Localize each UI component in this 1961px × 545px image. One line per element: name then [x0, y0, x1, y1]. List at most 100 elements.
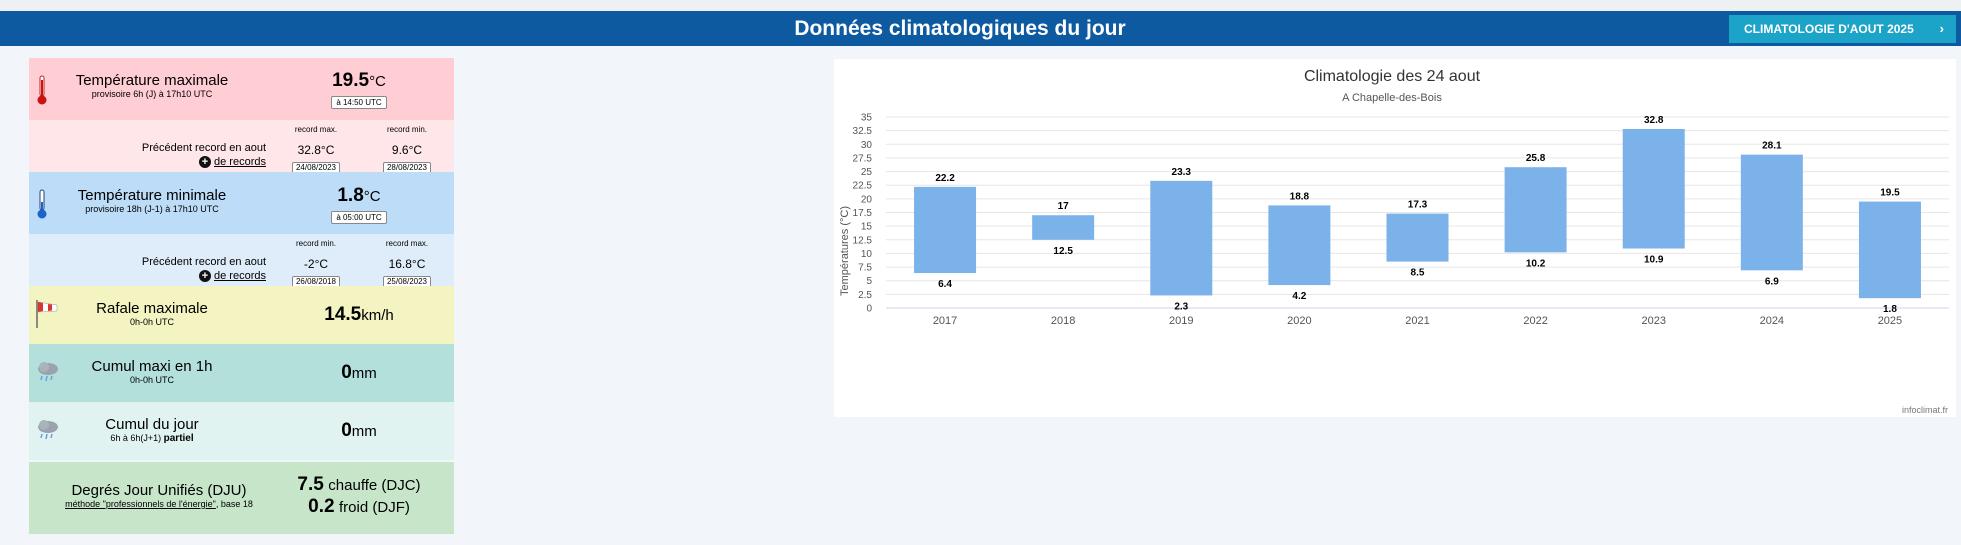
tmax-records-row: Précédent record en aout + de records re…: [29, 120, 454, 175]
tmax-row: Température maximale provisoire 6h (J) à…: [29, 58, 454, 120]
bar-high-label: 18.8: [1290, 191, 1310, 202]
chart-title: Climatologie des 24 aout: [1304, 68, 1481, 85]
rain-day-subtitle: 6h à 6h(J+1): [110, 433, 162, 443]
tmax-more-records-link[interactable]: + de records: [142, 156, 266, 168]
bar-high-label: 32.8: [1644, 115, 1664, 126]
tmax-label: Température maximale provisoire 6h (J) à…: [59, 72, 245, 99]
tmax-record-max: record max. 32.8°C 24/08/2023: [286, 125, 346, 175]
climatology-chart: Climatologie des 24 aout A Chapelle-des-…: [839, 68, 1949, 415]
bar-low-label: 6.9: [1765, 276, 1779, 287]
bar-low-label: 6.4: [938, 279, 952, 290]
rain-day-value-block: 0mm: [299, 420, 419, 442]
bar-low-label: 8.5: [1411, 268, 1425, 279]
bar-low-label: 10.9: [1644, 255, 1664, 266]
tmax-title: Température maximale: [75, 72, 229, 89]
tmax-record-min-head: record min.: [386, 125, 427, 134]
tmin-more-records-link[interactable]: + de records: [142, 270, 266, 282]
tmax-records-label-block: Précédent record en aout + de records: [142, 142, 266, 168]
plus-circle-icon: +: [199, 270, 212, 282]
rain-hour-title: Cumul maxi en 1h: [91, 358, 213, 375]
tmin-record-max-value: 16.8°C: [388, 257, 426, 271]
header-bar: Données climatologiques du jour CLIMATOL…: [0, 11, 1961, 46]
range-bar: [1268, 205, 1331, 286]
dju-method-link[interactable]: méthode "professionnels de l'énergie": [65, 499, 216, 509]
rain-day-unit: mm: [351, 423, 377, 440]
thermometer-cold-icon: [35, 188, 49, 225]
wind-title: Rafale maximale: [96, 300, 208, 317]
tmin-records-row: Précédent record en aout + de records re…: [29, 234, 454, 289]
tmax-value: 19.5: [332, 70, 370, 91]
bar-high-label: 19.5: [1880, 188, 1900, 199]
y-tick-label: 27.5: [853, 153, 873, 164]
range-bar: [1622, 129, 1685, 249]
wind-value-block: 14.5km/h: [299, 304, 419, 326]
dju-row: Degrés Jour Unifiés (DJU) méthode "profe…: [29, 462, 454, 534]
chart-credits[interactable]: infoclimat.fr: [1902, 405, 1948, 415]
y-tick-label: 5: [866, 276, 872, 287]
tmin-more-records-text: de records: [214, 270, 266, 282]
bar-high-label: 23.3: [1172, 167, 1192, 178]
x-tick-label: 2018: [1051, 315, 1075, 327]
rain-day-value: 0: [341, 420, 352, 441]
tmax-records-label: Précédent record en aout: [141, 142, 266, 154]
range-bar: [1504, 167, 1567, 253]
chart-subtitle: A Chapelle-des-Bois: [1342, 92, 1442, 104]
tmin-record-max: record max. 16.8°C 25/08/2023: [377, 239, 437, 289]
tmin-time: à 05:00 UTC: [331, 211, 387, 224]
x-tick-label: 2022: [1523, 315, 1547, 327]
chevron-right-icon: ›: [1939, 21, 1944, 36]
tmax-record-max-head: record max.: [294, 125, 338, 134]
rain-day-label: Cumul du jour 6h à 6h(J+1) partiel: [59, 416, 245, 444]
monthly-climatology-button[interactable]: CLIMATOLOGIE D'AOUT 2025 ›: [1729, 15, 1956, 43]
rain-cloud-icon: [35, 360, 61, 389]
bar-low-label: 10.2: [1526, 258, 1546, 269]
y-tick-label: 35: [861, 113, 873, 124]
rain-hour-value: 0: [341, 362, 352, 383]
bar-high-label: 17.3: [1408, 200, 1428, 211]
y-tick-label: 10: [861, 249, 873, 260]
x-tick-label: 2023: [1641, 315, 1665, 327]
rain-cloud-icon: [35, 418, 61, 447]
range-bar: [1858, 201, 1921, 299]
dju-values: 7.5 chauffe (DJC) 0.2 froid (DJF): [289, 474, 429, 518]
x-tick-label: 2025: [1878, 315, 1902, 327]
rain-hour-unit: mm: [351, 365, 377, 382]
range-bar: [914, 186, 977, 274]
x-tick-label: 2021: [1405, 315, 1429, 327]
bar-high-label: 25.8: [1526, 153, 1546, 164]
tmin-title: Température minimale: [77, 187, 227, 204]
tmax-time: à 14:50 UTC: [331, 96, 387, 109]
y-tick-label: 22.5: [853, 181, 873, 192]
tmax-record-min-value: 9.6°C: [391, 143, 423, 157]
tmax-record-min: record min. 9.6°C 28/08/2023: [377, 125, 437, 175]
page-title: Données climatologiques du jour: [794, 17, 1126, 40]
y-tick-label: 17.5: [853, 208, 873, 219]
monthly-climatology-button-label: CLIMATOLOGIE D'AOUT 2025: [1744, 22, 1914, 36]
plus-circle-icon: +: [199, 156, 212, 168]
wind-unit: km/h: [361, 307, 394, 324]
bar-low-label: 4.2: [1292, 291, 1306, 302]
tmin-record-min: record min. -2°C 26/08/2018: [286, 239, 346, 289]
dju-subtitle-rest: , base 18: [215, 499, 253, 509]
bar-low-label: 12.5: [1053, 246, 1073, 257]
rain-hour-value-block: 0mm: [299, 362, 419, 384]
tmin-row: Température minimale provisoire 18h (J-1…: [29, 172, 454, 234]
dju-cold-label: froid (DJF): [339, 499, 410, 516]
y-tick-label: 7.5: [858, 263, 872, 274]
y-tick-label: 32.5: [853, 126, 873, 137]
range-bar: [1150, 180, 1213, 296]
tmax-more-records-text: de records: [214, 156, 266, 168]
y-tick-label: 12.5: [853, 235, 873, 246]
wind-row: Rafale maximale 0h-0h UTC 14.5km/h: [29, 286, 454, 344]
rain-hour-subtitle: 0h-0h UTC: [129, 375, 174, 385]
windsock-icon: [35, 298, 61, 335]
y-tick-label: 20: [861, 194, 873, 205]
tmin-record-max-head: record max.: [385, 239, 429, 248]
range-bar: [1032, 215, 1095, 240]
tmin-record-min-head: record min.: [295, 239, 336, 248]
x-tick-label: 2019: [1169, 315, 1193, 327]
dju-subtitle: méthode "professionnels de l'énergie", b…: [49, 499, 269, 509]
y-tick-label: 0: [866, 304, 872, 315]
tmax-subtitle: provisoire 6h (J) à 17h10 UTC: [91, 89, 213, 99]
thermometer-hot-icon: [35, 74, 49, 111]
